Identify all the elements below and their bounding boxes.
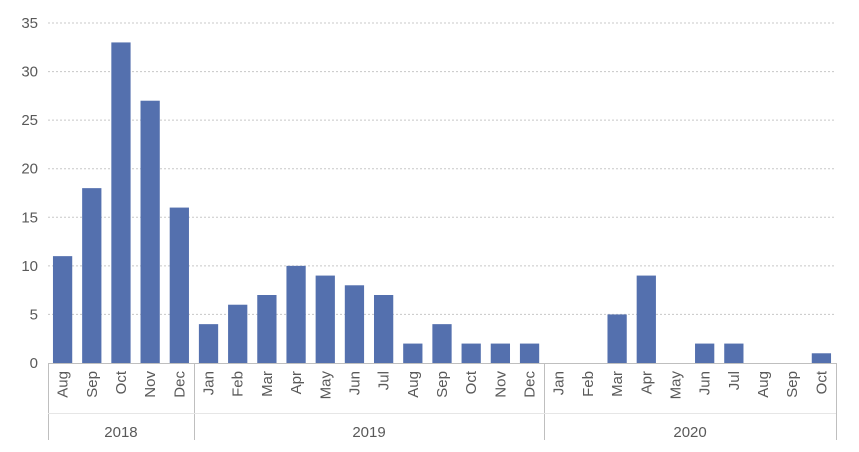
x-tick-label: Feb <box>230 371 247 397</box>
x-tick-label: Jan <box>201 371 218 395</box>
bar <box>344 285 365 363</box>
x-tick-label: Jul <box>726 371 743 390</box>
bar <box>82 188 102 363</box>
bar <box>140 100 160 363</box>
bar <box>286 265 306 363</box>
bar <box>198 324 219 363</box>
x-tick-label: Oct <box>463 370 480 394</box>
x-tick-label: Jun <box>346 371 363 395</box>
x-tick-label: Feb <box>580 371 597 397</box>
x-tick-label: Jan <box>551 371 568 395</box>
y-tick-label: 30 <box>21 64 38 81</box>
bar <box>695 343 715 363</box>
bar <box>403 343 423 363</box>
y-tick-label: 15 <box>21 209 38 226</box>
x-tick-label: Oct <box>813 370 830 394</box>
y-tick-label: 20 <box>21 161 38 178</box>
x-tick-label: Sep <box>784 371 801 398</box>
bar <box>636 275 656 363</box>
year-label: 2020 <box>673 424 706 441</box>
x-tick-label: Dec <box>522 371 539 398</box>
x-tick-label: Nov <box>492 371 509 398</box>
x-tick-label: Apr <box>288 371 305 394</box>
y-tick-label: 25 <box>21 112 38 129</box>
bar <box>257 295 277 363</box>
bar <box>52 256 73 363</box>
y-tick-label: 35 <box>21 15 38 32</box>
bar <box>315 275 335 363</box>
x-tick-label: Sep <box>434 371 451 398</box>
bar <box>490 343 511 363</box>
x-tick-label: May <box>667 371 684 400</box>
bar <box>724 343 744 363</box>
x-tick-label: Nov <box>142 371 159 398</box>
bar <box>228 304 248 363</box>
y-tick-label: 10 <box>21 258 38 275</box>
bar <box>461 343 481 363</box>
y-tick-label: 0 <box>30 355 38 372</box>
x-tick-label: Oct <box>113 370 130 394</box>
x-tick-label: Aug <box>405 371 422 398</box>
x-tick-label: Dec <box>171 371 188 398</box>
x-tick-label: Jun <box>697 371 714 395</box>
bar <box>811 353 832 363</box>
x-tick-label: Aug <box>55 371 72 398</box>
bar <box>373 295 394 363</box>
bar <box>607 314 627 363</box>
x-tick-label: Mar <box>609 371 626 397</box>
bar <box>169 207 189 363</box>
year-label: 2019 <box>352 424 385 441</box>
bar <box>519 343 540 363</box>
x-tick-label: Sep <box>84 371 101 398</box>
x-tick-label: Mar <box>259 371 276 397</box>
x-tick-label: May <box>317 371 334 400</box>
y-tick-label: 5 <box>30 306 38 323</box>
year-label: 2018 <box>104 424 137 441</box>
bar <box>111 42 131 364</box>
bar <box>432 324 452 363</box>
x-tick-label: Aug <box>755 371 772 398</box>
x-tick-label: Apr <box>638 371 655 394</box>
x-tick-label: Jul <box>376 371 393 390</box>
